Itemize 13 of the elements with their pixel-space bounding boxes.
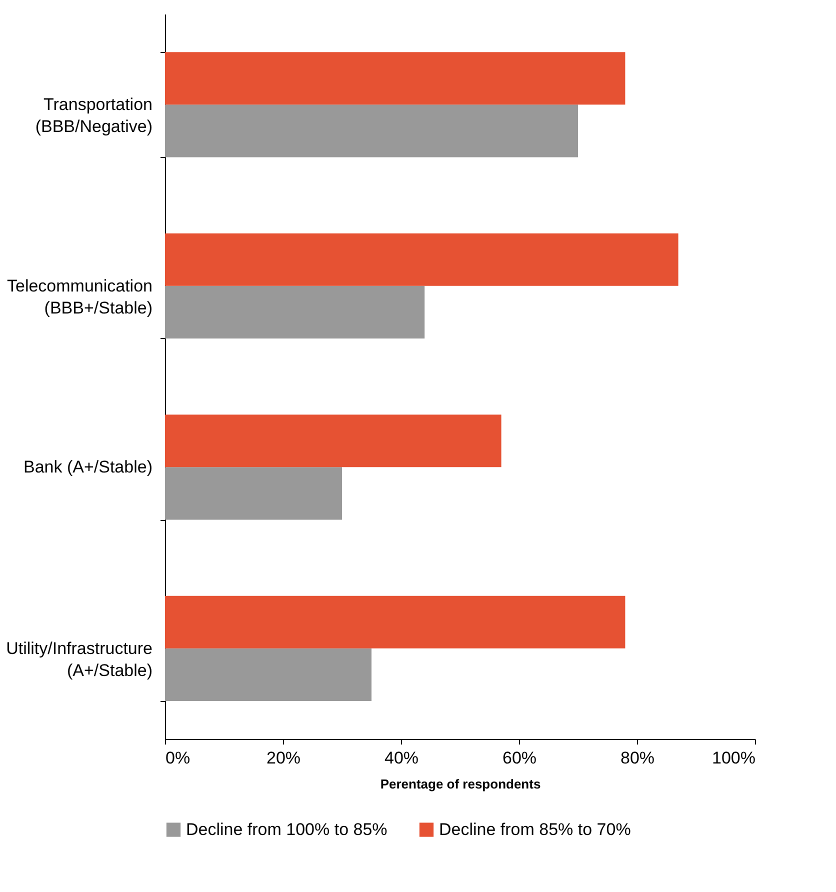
- x-tick-label: 20%: [266, 748, 301, 768]
- y-tick-label: Bank (A+/Stable): [24, 458, 152, 477]
- x-tick-label: 40%: [384, 748, 419, 768]
- y-tick-label: Transportation (BBB/Negative): [35, 95, 152, 136]
- legend-label: Decline from 85% to 70%: [439, 820, 631, 839]
- x-tick-label: 100%: [712, 748, 756, 768]
- x-tick-label: 0%: [166, 748, 190, 768]
- y-tick-label: Utility/Infrastructure (A+/Stable): [6, 638, 152, 680]
- legend-label: Decline from 100% to 85%: [186, 820, 388, 839]
- x-tick-label: 60%: [502, 748, 537, 768]
- y-tick-label: Telecommunication (BBB+/Stable): [6, 276, 152, 318]
- x-axis-title: Perentage of respondents: [380, 776, 541, 792]
- x-tick-label: 80%: [620, 748, 655, 768]
